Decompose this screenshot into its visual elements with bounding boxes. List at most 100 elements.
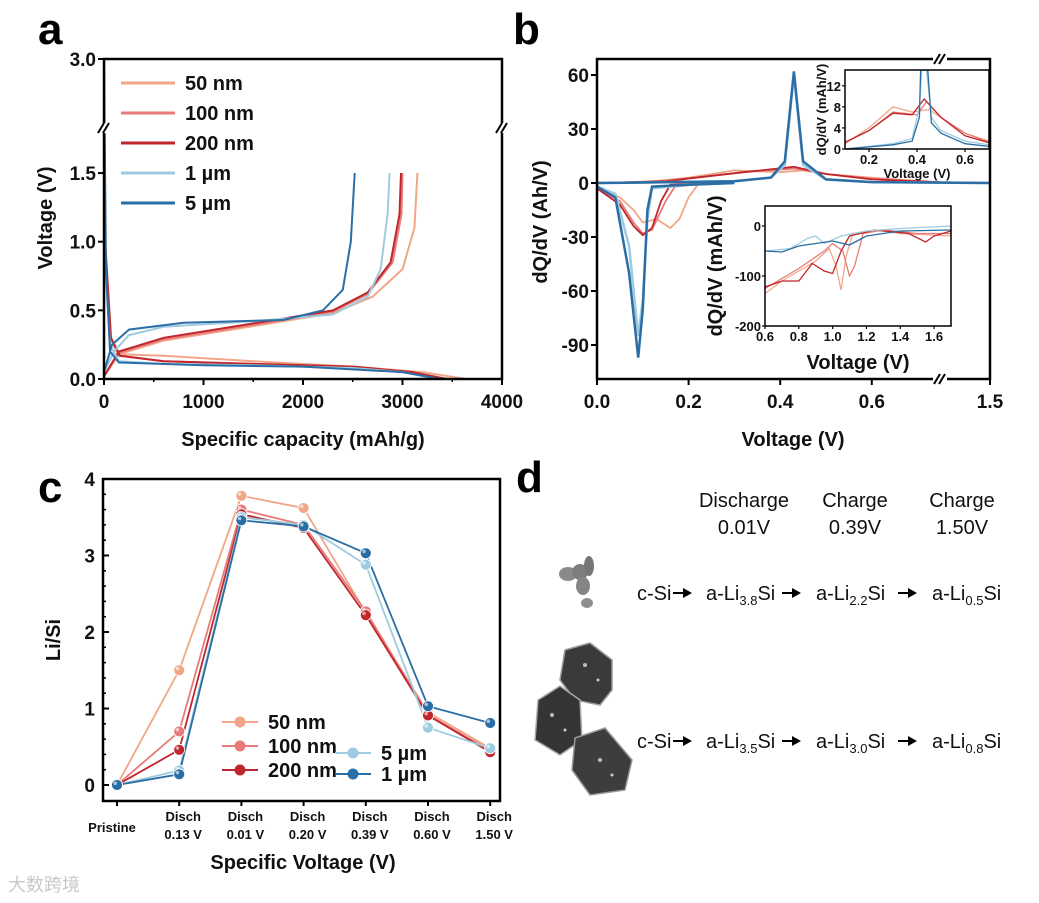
arrow-icon [673,736,692,746]
x-tick-label: 2000 [282,392,324,413]
y-tick-label: 0.5 [70,301,97,322]
inset-x-tick-label: 1.2 [857,329,875,344]
x-tick-label: Disch [228,809,263,824]
y-tick-label: 1.0 [70,233,96,254]
arrow-icon [782,588,801,598]
y-tick-label: 4 [84,470,95,491]
data-point [297,502,310,514]
inset-series-line-1 [765,229,951,290]
y-tick-label: 1.5 [70,164,97,185]
y-axis-title: Voltage (V) [35,167,57,270]
axis-break-left [97,122,111,134]
inset-series-line-2 [845,97,989,144]
axis-break-top [933,53,947,65]
legend-marker [234,740,246,752]
species-subscript: 3.0 [849,741,867,756]
x-axis-title: Specific capacity (mAh/g) [181,429,424,451]
data-point [359,558,372,571]
stage-header-title: Charge [929,490,995,512]
inset-x-tick-label: 0.8 [790,329,808,344]
data-point [235,489,248,502]
y-tick-label: -60 [562,282,589,303]
species-label: a-Li3.5Si [706,731,775,756]
axis-break-bottom [933,373,947,385]
inset-y-tick-label: 4 [834,121,842,136]
y-tick-label: -90 [562,336,589,357]
inset-x-tick-label: 0.2 [860,152,878,167]
series-line-discharge-0 [103,58,467,380]
legend-label: 200 nm [268,760,337,782]
stage-header-voltage: 0.39V [829,517,882,539]
legend-marker [347,747,359,759]
data-point [173,664,186,677]
inset-x-tick-label: 0.6 [956,152,974,167]
species-subscript: 2.2 [849,593,867,608]
species-label: c-Si [637,583,671,605]
data-point [297,520,310,533]
data-point [484,717,497,729]
reaction-row: c-Si a-Li3.8Si a-Li2.2Si a-Li0.5Si [637,583,1001,608]
species-post: Si [867,731,885,753]
data-point [235,514,248,527]
series-line-discharge-2 [103,58,447,380]
inset-y-tick-label: -100 [735,269,761,284]
x-tick-label: 0.4 [767,392,794,413]
legend-label: 1 µm [185,163,231,185]
inset-x-axis-title: Voltage (V) [807,352,910,374]
legend-label: 50 nm [185,73,243,95]
legend-label: 100 nm [268,736,337,758]
species-post: Si [757,731,775,753]
x-tick-label: Disch [290,809,325,824]
x-tick-label: 1.50 V [475,827,513,842]
y-tick-label: -30 [562,228,589,249]
x-axis-title: Voltage (V) [742,429,845,451]
data-point [484,742,497,755]
data-point [422,700,434,713]
y-tick-label: 1 [84,700,95,721]
stage-header-title: Charge [822,490,888,512]
series-line-discharge-3 [103,58,439,380]
species-label: c-Si [637,731,671,753]
arrow-icon [898,588,917,598]
species-label: a-Li3.0Si [816,731,885,756]
x-axis-title: Specific Voltage (V) [210,852,395,874]
x-tick-label: Pristine [88,820,136,835]
panel-label-d: d [516,453,543,502]
inset-y-tick-label: 0 [754,219,761,234]
data-point [359,547,372,560]
y-tick-label: 60 [568,66,589,87]
inset-y-tick-label: 0 [834,142,841,157]
arrow-icon [782,736,801,746]
species-subscript: 3.5 [739,741,757,756]
species-label: a-Li0.8Si [932,731,1001,756]
legend-label: 200 nm [185,133,254,155]
inset-x-tick-label: 0.6 [756,329,774,344]
y-tick-label: 30 [568,120,589,141]
inset-frame [764,205,952,327]
species-subscript: 0.5 [965,593,983,608]
inset-b-lower: 0.6 0.8 1.0 1.2 1.4 1.6 0 -100 -200 Voltage (V) dQ… [705,195,952,374]
species-label: a-Li0.5Si [932,583,1001,608]
series-line-charge-4 [597,71,990,185]
y-tick-label: 2 [84,623,95,644]
legend-label: 50 nm [268,712,326,734]
species-post: Si [983,583,1001,605]
x-tick-label: 0.13 V [164,827,202,842]
species-base: a-Li [932,731,965,753]
y-tick-label: 0 [84,776,95,797]
x-tick-label: Disch [476,809,511,824]
small-particle-image [559,556,594,608]
legend-marker [234,764,246,776]
inset-y-tick-label: 8 [834,100,841,115]
series-line-discharge-1 [103,58,448,380]
species-base: a-Li [706,731,739,753]
x-tick-label: Disch [352,809,387,824]
legend-label: 5 µm [185,193,231,215]
data-point [111,779,123,791]
watermark: 大数跨境 [8,875,80,896]
data-point [359,609,372,622]
x-tick-label: 0.2 [675,392,701,413]
panel-label-b: b [513,5,540,54]
arrow-icon [898,736,917,746]
